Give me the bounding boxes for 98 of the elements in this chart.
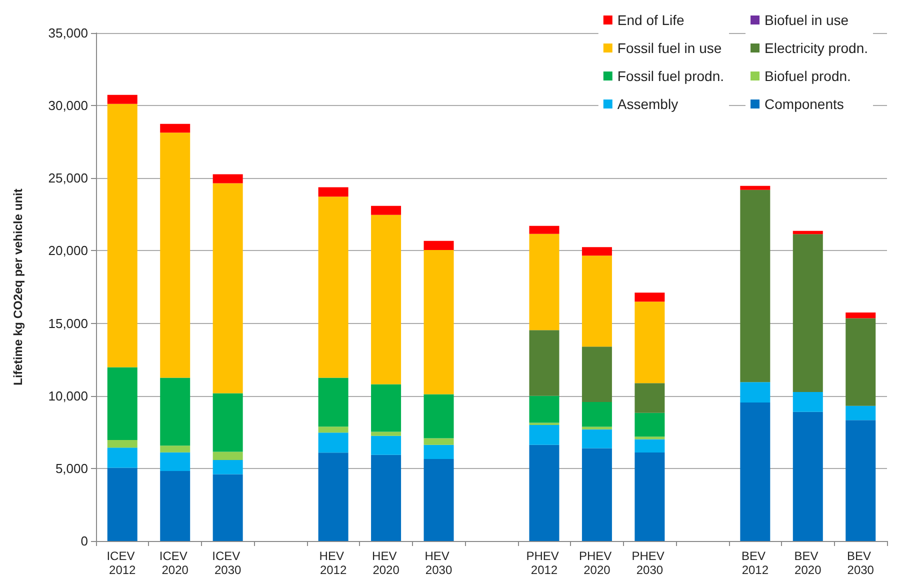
bar: [318, 432, 348, 453]
x-tick-label: BEV 2030: [846, 549, 874, 577]
bar: [582, 448, 612, 541]
y-tick-label: 10,000: [48, 388, 88, 404]
bar: [740, 190, 770, 382]
bar: [846, 312, 876, 318]
y-tick-label: 35,000: [48, 26, 88, 40]
x-tick-label: PHEV 2012: [526, 549, 562, 577]
bar: [160, 446, 190, 452]
bar: [424, 458, 454, 541]
x-tick-label: ICEV 2020: [159, 549, 191, 577]
bar: [634, 412, 665, 437]
bar: [634, 439, 665, 452]
bar: [107, 448, 138, 468]
bar: [318, 452, 348, 541]
x-tick-label: PHEV 2020: [578, 549, 615, 577]
legend-label: Fossil fuel in use: [617, 40, 722, 56]
bar: [107, 468, 138, 541]
legend-label: Biofuel in use: [764, 12, 849, 28]
bar: [846, 318, 876, 406]
y-tick-label: 30,000: [48, 98, 88, 114]
bar: [371, 454, 402, 541]
bar: [792, 234, 823, 392]
bar: [318, 196, 348, 378]
bar: [212, 452, 243, 460]
legend-label: Components: [764, 96, 844, 112]
bar: [582, 402, 612, 427]
bar: [424, 438, 454, 445]
bar: [318, 426, 348, 433]
bar: [792, 412, 823, 541]
x-tick-label: HEV 2020: [372, 549, 400, 577]
x-tick-label: ICEV 2012: [106, 549, 138, 577]
bar: [529, 234, 560, 330]
y-tick-label: 25,000: [48, 170, 88, 186]
bar: [160, 132, 190, 378]
bar: [582, 426, 612, 430]
bar: [634, 452, 665, 541]
bar: [424, 240, 454, 250]
bar: [107, 367, 138, 440]
bar: [212, 183, 243, 394]
legend-label: Fossil fuel prodn.: [617, 68, 724, 84]
bar: [740, 402, 770, 541]
bar: [424, 250, 454, 394]
bar: [582, 346, 612, 402]
bar: [634, 292, 665, 302]
legend-label: Electricity prodn.: [764, 40, 868, 56]
bar: [634, 436, 665, 440]
legend-label: Biofuel prodn.: [764, 68, 851, 84]
y-tick-label: 5,000: [55, 460, 88, 476]
bar: [424, 394, 454, 438]
bar: [529, 396, 560, 423]
bar: [212, 460, 243, 474]
bar: [318, 378, 348, 427]
bar: [212, 393, 243, 452]
x-tick-label: BEV 2012: [741, 549, 769, 577]
bar: [107, 440, 138, 448]
bar: [582, 429, 612, 448]
bar: [318, 187, 348, 197]
bar: [634, 383, 665, 413]
bar: [371, 214, 402, 384]
bar: [212, 174, 243, 184]
bar: [740, 382, 770, 403]
bar: [371, 436, 402, 455]
x-tick-label: BEV 2020: [794, 549, 822, 577]
bar: [212, 474, 243, 541]
bar: [792, 392, 823, 412]
bar: [582, 256, 612, 347]
y-tick-label: 20,000: [48, 243, 88, 258]
bar: [160, 471, 190, 541]
x-tick-label: ICEV 2030: [212, 549, 244, 577]
bar: [634, 302, 665, 384]
bar: [107, 94, 138, 104]
bar: [792, 230, 823, 234]
x-tick-label: PHEV 2030: [632, 549, 668, 577]
bar: [529, 422, 560, 426]
bar: [846, 420, 876, 541]
y-tick-label: 15,000: [48, 316, 88, 331]
bar: [582, 247, 612, 256]
y-tick-label: 0: [80, 534, 88, 548]
bar: [107, 104, 138, 368]
x-tick-label: HEV 2030: [424, 549, 453, 577]
legend-label: Assembly: [617, 96, 678, 112]
bar: [160, 124, 190, 133]
bar: [529, 425, 560, 445]
bar: [160, 452, 190, 472]
legend-label: End of Life: [617, 12, 685, 28]
bar: [371, 206, 402, 215]
x-tick-label: HEV 2012: [319, 549, 348, 577]
bar: [371, 432, 402, 436]
bar: [846, 406, 876, 420]
bar: [160, 378, 190, 446]
bar: [740, 186, 770, 190]
bar: [371, 384, 402, 432]
bar: [529, 330, 560, 396]
bar: [424, 444, 454, 459]
bar: [529, 226, 560, 234]
y-axis-title: Lifetime kg CO2eq per vehicle unit: [11, 188, 25, 386]
bar: [529, 444, 560, 541]
